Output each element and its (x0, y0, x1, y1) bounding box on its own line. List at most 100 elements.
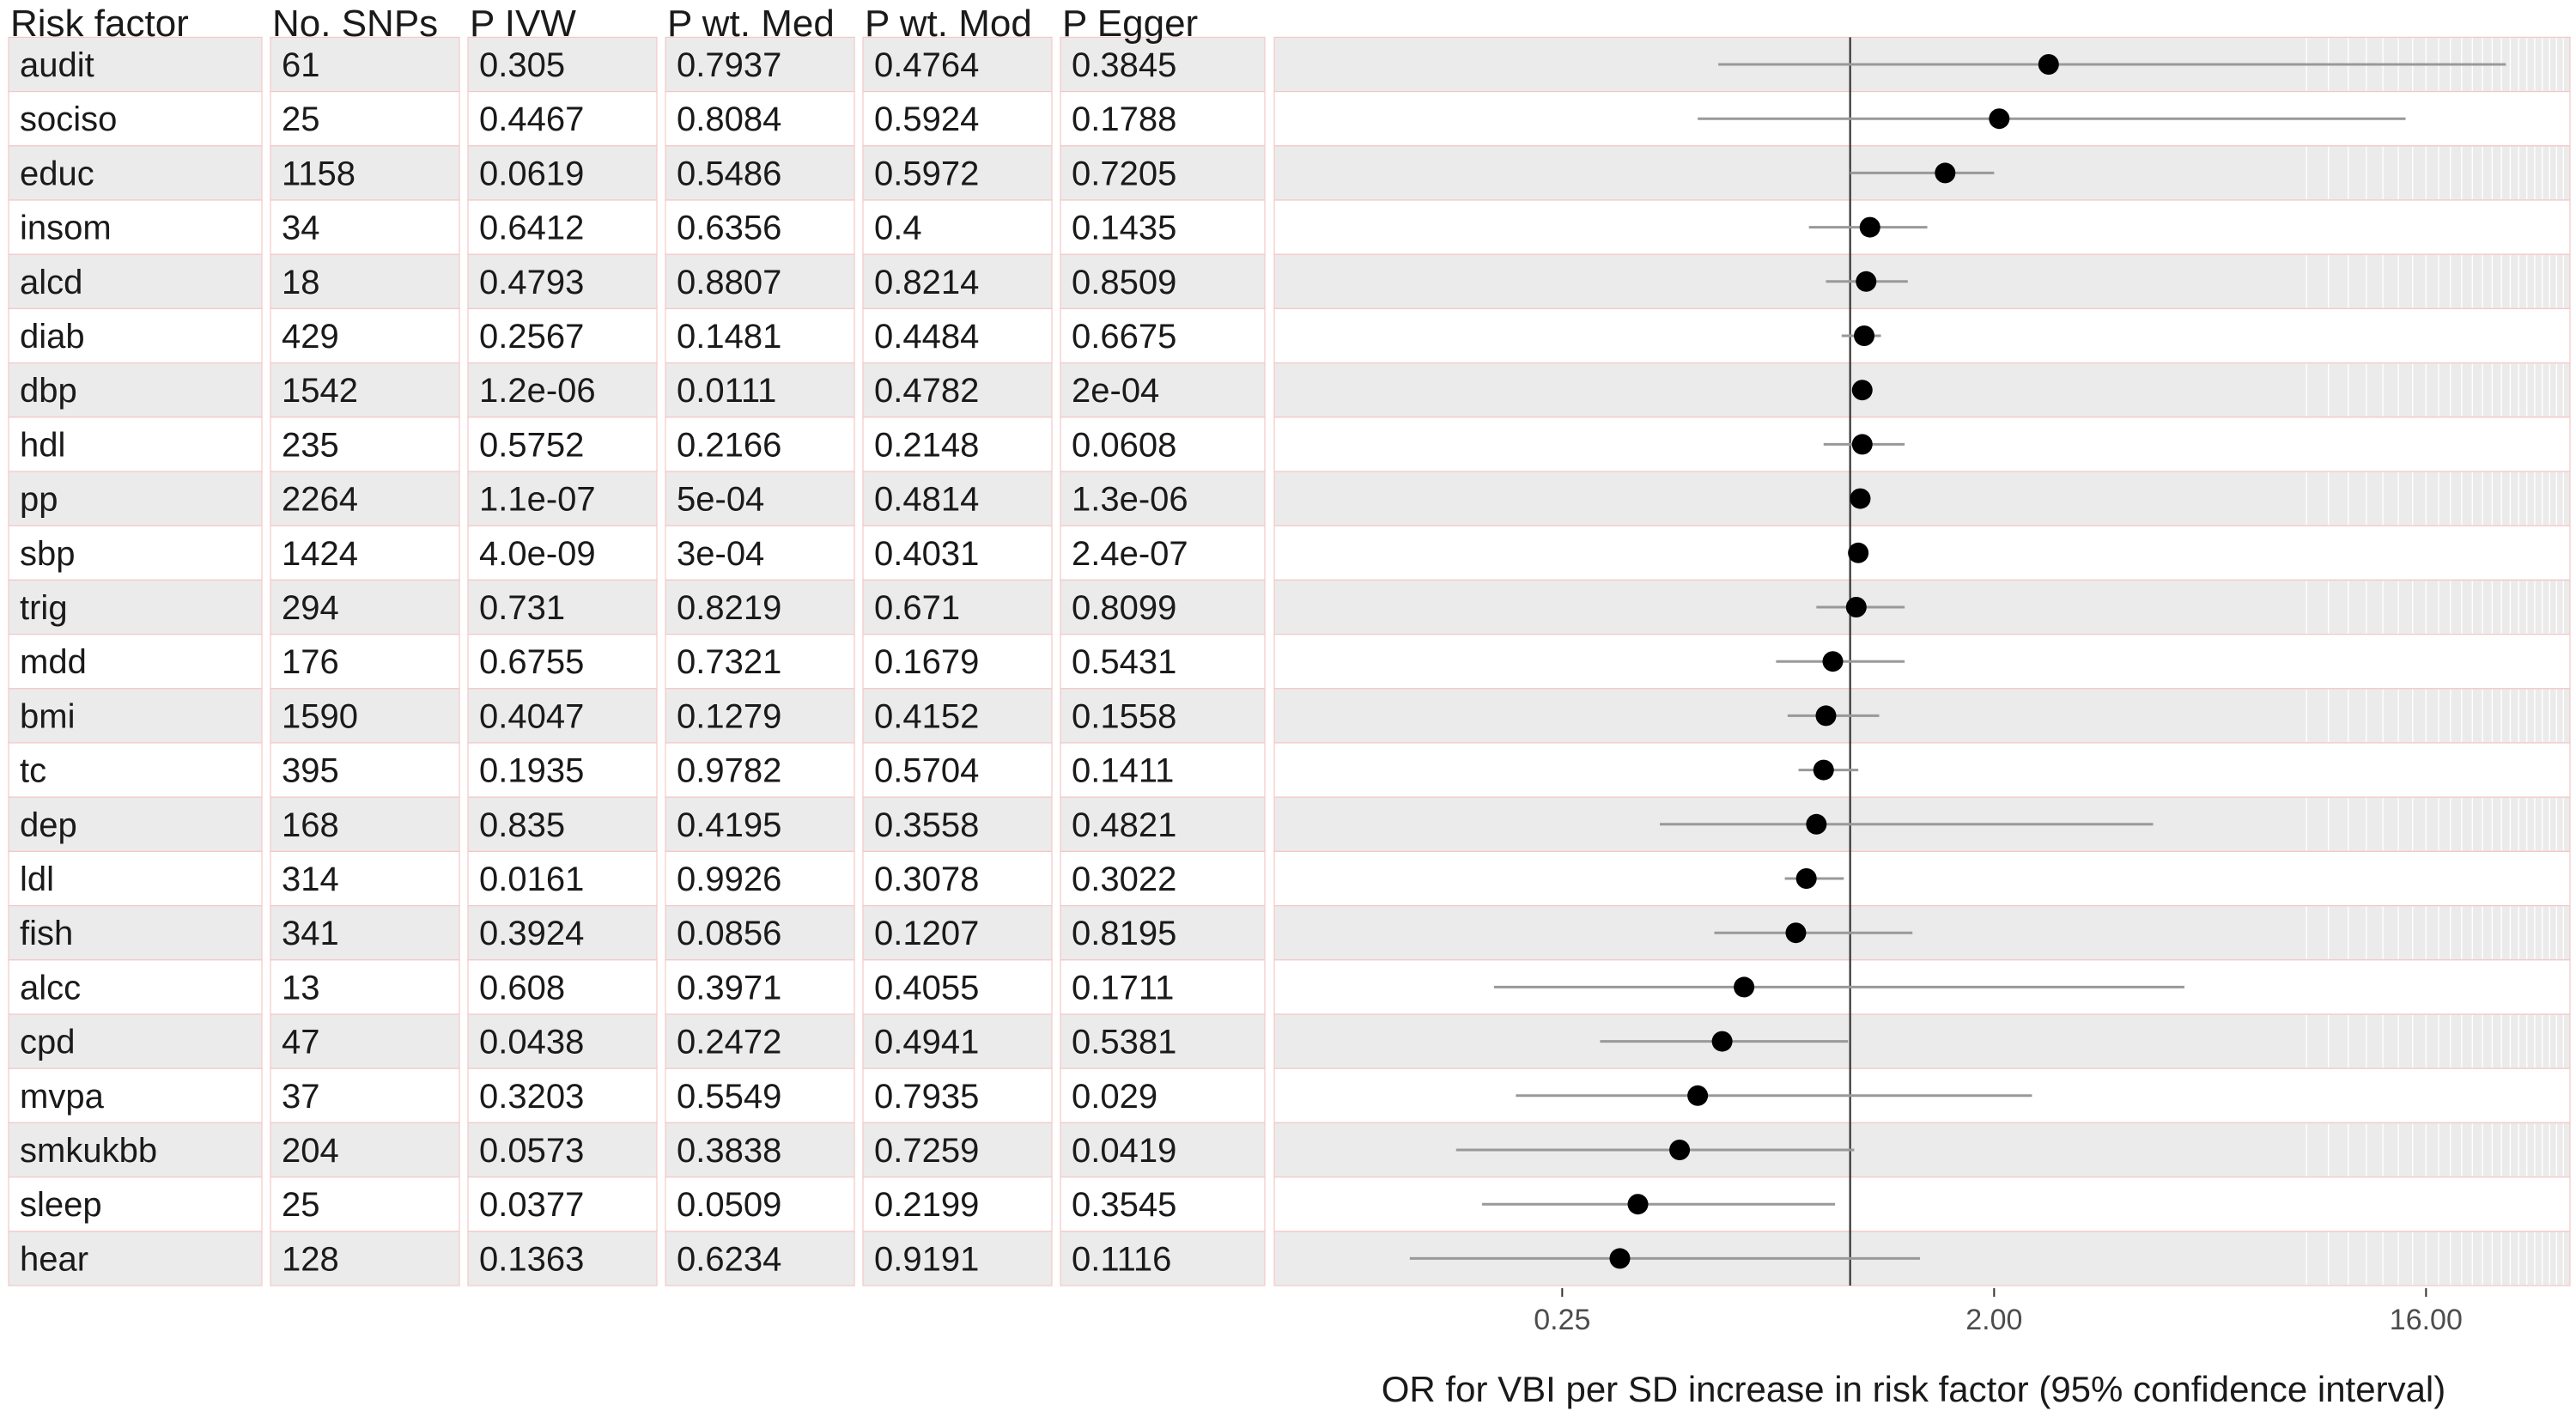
cell-background (665, 579, 855, 636)
cell-background (665, 362, 855, 418)
cell-p_egger: 0.1411 (1072, 752, 1174, 790)
cell-background (1060, 1067, 1266, 1123)
cell-p_ivw: 0.0377 (479, 1186, 584, 1224)
cell-p_egger: 0.8509 (1072, 264, 1176, 301)
cell-p_ivw: 1.2e-06 (479, 372, 596, 410)
cell-background (862, 796, 1053, 853)
column-headers: Risk factor No. SNPs P IVW P wt. Med P wt. M… (10, 3, 1198, 45)
point-hdl (1851, 434, 1873, 455)
cell-background (467, 362, 658, 418)
cell-p_mod: 0.4152 (874, 697, 979, 735)
cell-p_ivw: 1.1e-07 (479, 481, 596, 519)
cell-background (1060, 253, 1266, 310)
cell-background (1060, 1176, 1266, 1232)
cell-background (665, 36, 855, 93)
cell-p_mod: 0.9191 (874, 1240, 979, 1278)
cell-p_mod: 0.8214 (874, 264, 979, 301)
cell-snps: 1424 (282, 535, 358, 573)
cell-factor: bmi (20, 697, 75, 735)
point-educ (1935, 162, 1956, 184)
cell-factor: insom (20, 210, 112, 247)
cell-background (467, 145, 658, 201)
cell-p_med: 0.7937 (677, 46, 781, 84)
cell-background (8, 904, 263, 961)
point-sociso (1989, 108, 2010, 130)
cell-snps: 429 (282, 318, 339, 356)
cell-p_med: 0.8084 (677, 100, 781, 138)
x-axis-label: OR for VBI per SD increase in risk facto… (1382, 1369, 2446, 1409)
cell-p_egger: 0.8099 (1072, 589, 1176, 627)
cell-p_egger: 0.1558 (1072, 697, 1176, 735)
cell-snps: 176 (282, 643, 339, 681)
cell-p_ivw: 0.4467 (479, 100, 584, 138)
cell-background (8, 525, 263, 581)
cell-background (665, 1013, 855, 1069)
cell-background (665, 253, 855, 310)
cell-p_ivw: 0.6755 (479, 643, 584, 681)
cell-snps: 235 (282, 426, 339, 464)
cell-background (1060, 904, 1266, 961)
cell-p_mod: 0.7935 (874, 1078, 979, 1116)
cell-factor: mvpa (20, 1078, 105, 1116)
cell-background (665, 471, 855, 526)
cell-background (665, 1176, 855, 1232)
point-diab (1854, 325, 1875, 346)
cell-p_egger: 0.1711 (1072, 969, 1174, 1006)
cell-p_mod: 0.4764 (874, 46, 979, 84)
cell-background (8, 471, 263, 526)
point-trig (1845, 597, 1867, 617)
x-axis: 0.25 2.00 16.00 OR for VBI per SD increase … (1382, 1288, 2463, 1409)
cell-p_mod: 0.1679 (874, 643, 979, 681)
cell-background (467, 850, 658, 907)
cell-background (270, 1122, 460, 1178)
cell-background (665, 688, 855, 744)
point-insom (1859, 216, 1880, 238)
cell-p_mod: 0.4814 (874, 481, 979, 519)
cell-background (467, 307, 658, 364)
point-pp (1850, 488, 1871, 509)
cell-p_med: 3e-04 (677, 535, 764, 573)
cell-background (467, 1231, 658, 1286)
cell-background (1060, 742, 1266, 798)
cell-background (862, 525, 1053, 581)
cell-background (862, 417, 1053, 472)
cell-factor: cpd (20, 1024, 76, 1061)
cell-background (862, 362, 1053, 418)
cell-background (270, 145, 460, 201)
cell-background (1060, 633, 1266, 690)
plot-row-band (1273, 579, 2571, 636)
cell-p_ivw: 0.608 (479, 969, 565, 1006)
point-alcc (1734, 976, 1755, 998)
cell-background (665, 904, 855, 961)
cell-p_med: 5e-04 (677, 481, 764, 519)
cell-p_ivw: 0.0573 (479, 1132, 584, 1170)
cell-p_mod: 0.4055 (874, 969, 979, 1006)
cell-background (467, 525, 658, 581)
cell-background (1060, 362, 1266, 418)
cell-p_med: 0.1279 (677, 697, 781, 735)
cell-factor: alcc (20, 969, 81, 1006)
cell-background (270, 36, 460, 93)
cell-p_egger: 0.0608 (1072, 426, 1176, 464)
cell-p_mod: 0.3078 (874, 861, 979, 898)
cell-background (8, 688, 263, 744)
cell-p_ivw: 0.731 (479, 589, 565, 627)
cell-background (270, 471, 460, 526)
cell-p_ivw: 0.835 (479, 806, 565, 844)
cell-background (665, 742, 855, 798)
cell-factor: sociso (20, 100, 117, 138)
point-dbp (1851, 380, 1873, 401)
cell-background (665, 90, 855, 147)
cell-factor: educ (20, 155, 94, 192)
point-tc (1813, 759, 1834, 781)
x-tick-label: 0.25 (1534, 1304, 1590, 1336)
cell-snps: 168 (282, 806, 339, 844)
cell-background (8, 90, 263, 147)
cell-p_egger: 0.029 (1072, 1078, 1157, 1116)
cell-factor: hdl (20, 426, 65, 464)
cell-factor: hear (20, 1240, 88, 1278)
cell-background (467, 959, 658, 1015)
cell-background (862, 145, 1053, 201)
cell-background (467, 796, 658, 853)
point-bmi (1815, 705, 1837, 727)
